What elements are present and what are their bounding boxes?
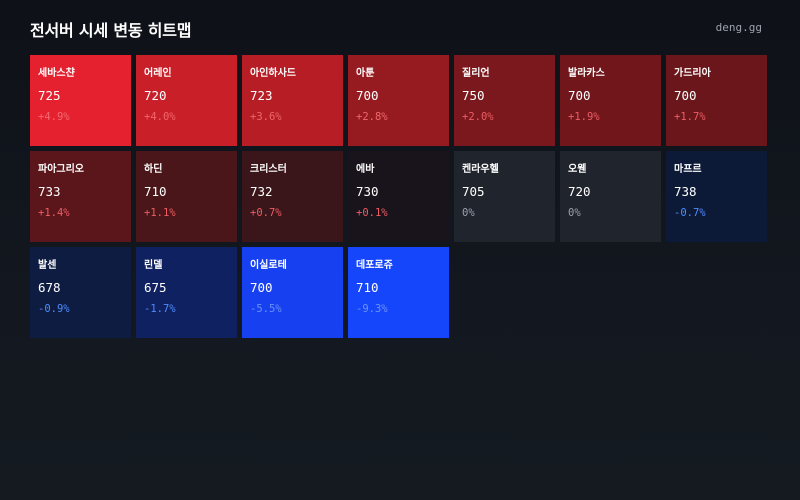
- price-change: 0%: [568, 207, 581, 219]
- page-header: 전서버 시세 변동 히트맵 deng.gg: [30, 17, 762, 41]
- server-price: 750: [462, 88, 485, 103]
- server-tile[interactable]: 아인하사드 723 +3.6%: [242, 55, 343, 146]
- price-change: +2.8%: [356, 111, 388, 123]
- server-tile[interactable]: 발라카스 700 +1.9%: [560, 55, 661, 146]
- price-change: +4.0%: [144, 111, 176, 123]
- server-price: 730: [356, 184, 379, 199]
- server-price: 723: [250, 88, 273, 103]
- server-name: 세바스챤: [38, 68, 75, 79]
- server-tile[interactable]: 크리스터 732 +0.7%: [242, 151, 343, 242]
- server-price: 720: [568, 184, 591, 199]
- price-change: -1.7%: [144, 303, 176, 315]
- page-title: 전서버 시세 변동 히트맵: [30, 21, 192, 40]
- server-price: 710: [356, 280, 379, 295]
- price-change: +2.0%: [462, 111, 494, 123]
- server-name: 아툰: [356, 68, 375, 79]
- server-name: 발센: [38, 260, 57, 271]
- server-name: 질리언: [462, 68, 490, 79]
- server-tile[interactable]: 파아그리오 733 +1.4%: [30, 151, 131, 242]
- server-price: 710: [144, 184, 167, 199]
- server-name: 크리스터: [250, 164, 287, 175]
- server-name: 하딘: [144, 164, 163, 175]
- server-price: 700: [568, 88, 591, 103]
- server-name: 데포로쥬: [356, 260, 393, 271]
- server-name: 아인하사드: [250, 68, 296, 79]
- price-change: -5.5%: [250, 303, 282, 315]
- price-change: +1.7%: [674, 111, 706, 123]
- server-name: 파아그리오: [38, 164, 84, 175]
- server-price: 732: [250, 184, 273, 199]
- price-change: +0.7%: [250, 207, 282, 219]
- server-price: 700: [674, 88, 697, 103]
- server-tile[interactable]: 린델 675 -1.7%: [136, 247, 237, 338]
- server-price: 700: [250, 280, 273, 295]
- server-price: 675: [144, 280, 167, 295]
- server-tile[interactable]: 이실로테 700 -5.5%: [242, 247, 343, 338]
- server-tile[interactable]: 켄라우헬 705 0%: [454, 151, 555, 242]
- price-change: -0.7%: [674, 207, 706, 219]
- price-change: -9.3%: [356, 303, 388, 315]
- price-change: 0%: [462, 207, 475, 219]
- server-price: 725: [38, 88, 61, 103]
- server-tile[interactable]: 아툰 700 +2.8%: [348, 55, 449, 146]
- server-name: 어레인: [144, 68, 172, 79]
- server-name: 오웬: [568, 164, 587, 175]
- server-tile[interactable]: 오웬 720 0%: [560, 151, 661, 242]
- server-tile[interactable]: 가드리아 700 +1.7%: [666, 55, 767, 146]
- server-tile[interactable]: 에바 730 +0.1%: [348, 151, 449, 242]
- heatmap-grid: 세바스챤 725 +4.9% 어레인 720 +4.0% 아인하사드 723 +3.6% 아툰 70…: [30, 55, 770, 338]
- server-name: 발라카스: [568, 68, 605, 79]
- price-change: -0.9%: [38, 303, 70, 315]
- server-tile[interactable]: 데포로쥬 710 -9.3%: [348, 247, 449, 338]
- price-change: +1.1%: [144, 207, 176, 219]
- server-tile[interactable]: 질리언 750 +2.0%: [454, 55, 555, 146]
- price-change: +3.6%: [250, 111, 282, 123]
- server-name: 린델: [144, 260, 163, 271]
- server-price: 700: [356, 88, 379, 103]
- server-price: 733: [38, 184, 61, 199]
- server-name: 가드리아: [674, 68, 711, 79]
- server-name: 이실로테: [250, 260, 287, 271]
- server-name: 마프르: [674, 164, 702, 175]
- price-change: +0.1%: [356, 207, 388, 219]
- server-tile[interactable]: 세바스챤 725 +4.9%: [30, 55, 131, 146]
- server-tile[interactable]: 하딘 710 +1.1%: [136, 151, 237, 242]
- server-tile[interactable]: 발센 678 -0.9%: [30, 247, 131, 338]
- server-name: 에바: [356, 164, 375, 175]
- server-tile[interactable]: 마프르 738 -0.7%: [666, 151, 767, 242]
- server-price: 720: [144, 88, 167, 103]
- server-tile[interactable]: 어레인 720 +4.0%: [136, 55, 237, 146]
- price-change: +1.9%: [568, 111, 600, 123]
- server-price: 678: [38, 280, 61, 295]
- brand-link[interactable]: deng.gg: [715, 21, 762, 34]
- price-change: +1.4%: [38, 207, 70, 219]
- price-change: +4.9%: [38, 111, 70, 123]
- server-price: 705: [462, 184, 485, 199]
- server-name: 켄라우헬: [462, 164, 499, 175]
- server-price: 738: [674, 184, 697, 199]
